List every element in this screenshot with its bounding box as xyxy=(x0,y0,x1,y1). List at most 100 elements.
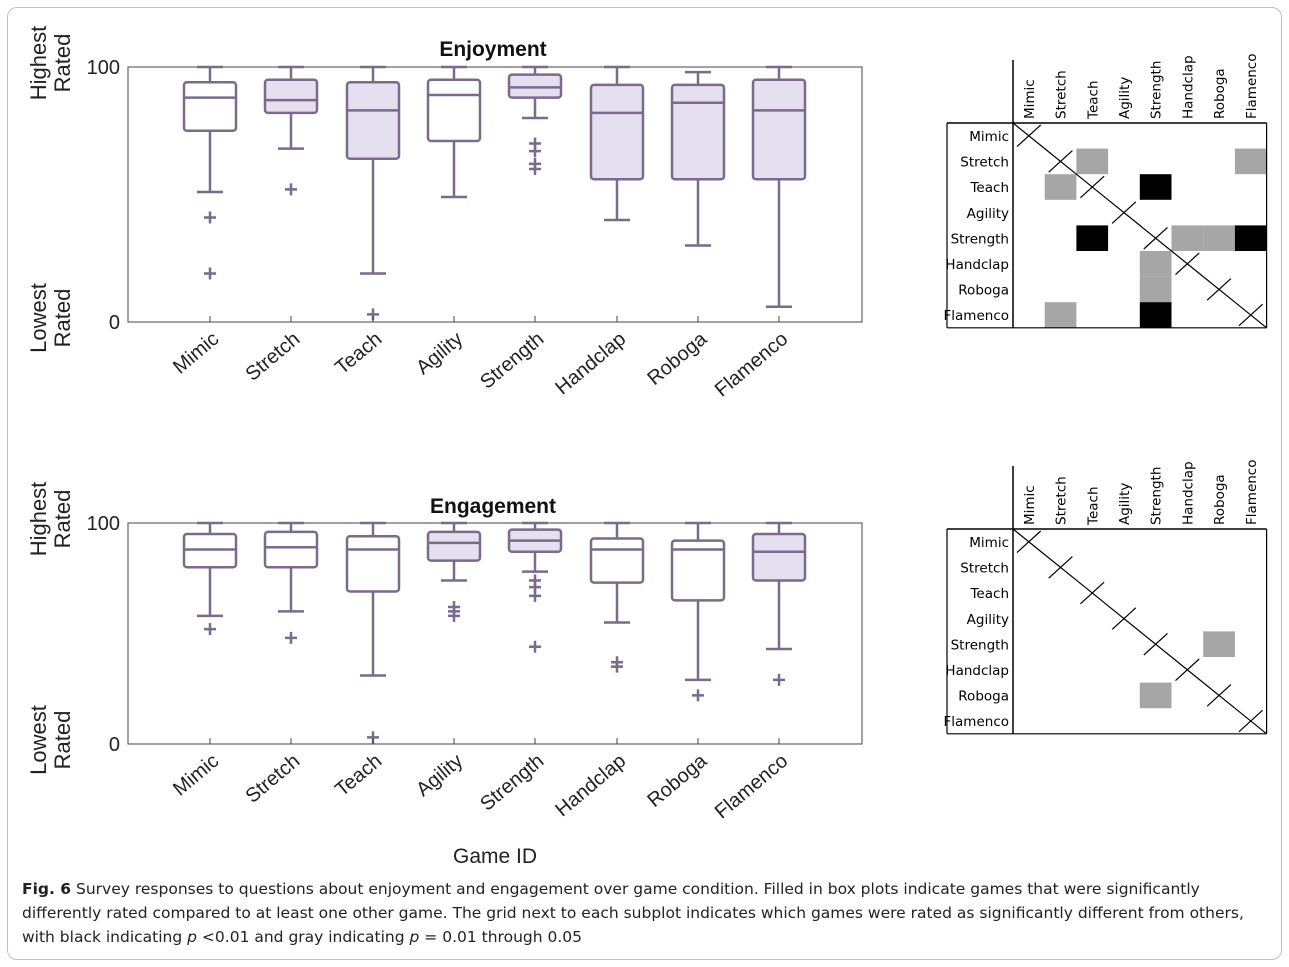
grid-row-label: Roboga xyxy=(958,689,1009,705)
grid-row-label: Agility xyxy=(967,206,1009,222)
diagonal-cross xyxy=(1048,150,1073,173)
grid-row-label: Teach xyxy=(969,586,1009,602)
diagonal-cross xyxy=(1175,252,1200,276)
diagonal-cross xyxy=(1206,684,1232,707)
box-handclap: Handclap xyxy=(551,65,645,399)
grid-row-label: Mimic xyxy=(969,129,1009,145)
grid-column-label: Strength xyxy=(1149,467,1165,525)
figure-frame xyxy=(7,7,1282,960)
outlier-marker xyxy=(773,673,785,686)
y-tick-label: 0 xyxy=(109,312,120,334)
x-tick-label: Mimic xyxy=(169,750,223,800)
significance-cell-gray xyxy=(1203,631,1235,657)
significance-cell-gray xyxy=(1171,225,1204,251)
y-label-highest: Rated xyxy=(50,490,75,549)
x-tick-label: Roboga xyxy=(643,327,711,389)
x-tick-label: Strength xyxy=(476,328,548,393)
box-iqr xyxy=(182,81,238,133)
plot-axes-frame xyxy=(127,66,863,323)
box-iqr xyxy=(589,537,645,584)
box-iqr xyxy=(426,530,482,562)
diagonal-cross xyxy=(1016,530,1042,554)
x-tick-label: Handclap xyxy=(551,750,630,821)
x-tick-label: Flamenco xyxy=(711,328,792,401)
x-tick-label: Stretch xyxy=(242,328,305,386)
box-iqr xyxy=(263,530,319,569)
box-iqr xyxy=(345,81,401,161)
chart-title: Engagement xyxy=(430,495,556,518)
box-teach: Teach xyxy=(331,521,401,801)
caption-p-symbol: p xyxy=(187,928,197,946)
outlier-marker xyxy=(285,631,297,644)
grid-row-label: Flamenco xyxy=(944,308,1009,324)
significance-cell-black xyxy=(1234,225,1267,251)
box-stretch: Stretch xyxy=(242,521,319,808)
box-iqr xyxy=(345,535,401,593)
grid-row-label: Stretch xyxy=(960,561,1009,577)
box-agility: Agility xyxy=(412,521,482,801)
grid-column-label: Teach xyxy=(1085,80,1101,120)
significance-cell-black xyxy=(1076,225,1109,251)
outlier-marker xyxy=(204,267,216,280)
y-label-lowest: Rated xyxy=(50,711,75,770)
diagonal-cross xyxy=(1175,658,1200,682)
x-tick-label: Flamenco xyxy=(711,750,792,823)
caption-text-1: Survey responses to questions about enjo… xyxy=(22,880,1244,946)
grid-column-label: Agility xyxy=(1117,77,1133,119)
box-roboga: Roboga xyxy=(643,70,726,390)
diagonal-cross xyxy=(1048,556,1073,579)
grid-row-label: Flamenco xyxy=(944,714,1009,730)
caption-text-2: <0.01 and gray indicating xyxy=(197,928,410,946)
grid-column-label: Handclap xyxy=(1180,55,1196,119)
outlier-marker xyxy=(611,660,623,673)
y-label-lowest: Rated xyxy=(50,289,75,348)
box-strength: Strength xyxy=(476,521,563,815)
outlier-marker xyxy=(529,163,541,175)
x-tick-label: Agility xyxy=(412,328,467,379)
box-iqr xyxy=(263,78,319,115)
grid-row-label: Handclap xyxy=(945,663,1009,679)
box-strength: Strength xyxy=(476,65,563,393)
significance-cell-gray xyxy=(1139,682,1172,709)
diagonal-cross xyxy=(1111,201,1137,224)
box-mimic: Mimic xyxy=(169,521,238,800)
diagonal-cross xyxy=(1016,124,1042,148)
grid-column-label: Mimic xyxy=(1022,79,1038,119)
caption-text-3: = 0.01 through 0.05 xyxy=(419,928,582,946)
grid-row-label: Strength xyxy=(951,231,1009,247)
box-iqr xyxy=(426,78,482,143)
outlier-marker xyxy=(529,640,541,653)
significance-grid-1: Mimic Mimic Stretch Stretch Teach Teach Agilit… xyxy=(944,54,1268,329)
grid-row-label: Handclap xyxy=(945,257,1009,273)
grid-column-label: Handclap xyxy=(1180,461,1196,525)
x-tick-label: Stretch xyxy=(242,750,305,808)
diagonal-cross xyxy=(1079,175,1105,199)
significance-cell-gray xyxy=(1234,148,1267,175)
box-handclap: Handclap xyxy=(551,521,645,821)
grid-column-label: Stretch xyxy=(1054,70,1070,119)
significance-cell-gray xyxy=(1139,251,1172,277)
outlier-marker xyxy=(529,145,541,158)
significance-grid-2: Mimic Mimic Stretch Stretch Teach Teach Agilit… xyxy=(944,460,1268,735)
x-tick-label: Agility xyxy=(412,750,467,801)
grid-row-label: Teach xyxy=(969,180,1009,196)
y-label-lowest: Lowest xyxy=(26,705,51,775)
y-label-lowest: Lowest xyxy=(26,283,51,353)
box-iqr xyxy=(670,83,726,181)
outlier-marker xyxy=(529,589,541,602)
outlier-marker xyxy=(204,623,216,636)
box-iqr xyxy=(751,78,807,181)
grid-row-label: Agility xyxy=(967,612,1009,628)
outlier-marker xyxy=(285,183,297,196)
grid-column-label: Roboga xyxy=(1212,474,1228,525)
grid-column-label: Agility xyxy=(1117,483,1133,525)
x-tick-label: Roboga xyxy=(643,749,711,811)
box-teach: Teach xyxy=(331,65,401,379)
x-axis-label: Game ID xyxy=(453,845,537,868)
y-tick-label: 100 xyxy=(87,57,120,79)
y-label-highest: Highest xyxy=(26,482,51,557)
diagonal-cross xyxy=(1238,303,1264,327)
box-mimic: Mimic xyxy=(169,65,238,378)
